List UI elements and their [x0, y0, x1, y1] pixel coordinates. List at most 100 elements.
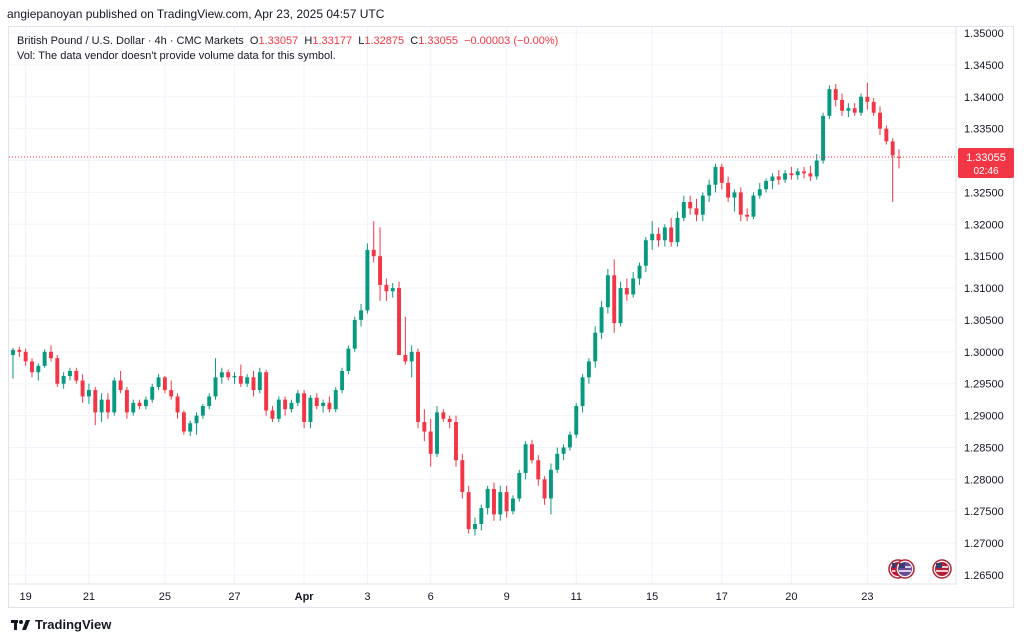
candle	[713, 163, 718, 193]
candle	[36, 363, 41, 381]
candle-body	[169, 390, 174, 397]
candle-body	[536, 460, 541, 480]
candle-body	[865, 96, 870, 102]
price-tick-label: 1.28000	[964, 474, 1004, 486]
candle	[17, 346, 22, 357]
tradingview-logo-icon	[11, 619, 30, 630]
candle	[751, 192, 756, 220]
candle-body	[878, 112, 882, 129]
candle-body	[574, 406, 579, 435]
candle	[738, 187, 743, 222]
candle	[808, 165, 813, 181]
candle-body	[783, 173, 788, 180]
candle	[675, 211, 680, 247]
candle	[390, 282, 395, 298]
time-tick-label: Apr	[295, 591, 315, 603]
flag-canton	[899, 563, 905, 568]
candle-body	[770, 176, 775, 181]
candle	[694, 198, 699, 222]
candle	[871, 98, 876, 116]
candle	[498, 485, 503, 521]
candle-body	[833, 89, 838, 100]
candle	[878, 106, 882, 136]
candle	[105, 393, 110, 419]
candle	[302, 390, 307, 429]
legend-open-value: 1.33057	[258, 35, 299, 47]
candle-body	[137, 402, 142, 407]
legend-high-label: H	[304, 35, 313, 47]
candle	[897, 149, 901, 169]
chart-frame	[8, 26, 1014, 608]
candle-body	[11, 349, 15, 356]
candle	[11, 347, 15, 379]
candle-body	[479, 508, 484, 524]
candle-body	[30, 361, 34, 373]
footer-brand[interactable]: TradingView	[11, 617, 111, 632]
candle	[789, 166, 794, 180]
candle-body	[662, 227, 667, 241]
candle-body	[207, 396, 212, 407]
candle	[346, 345, 351, 375]
price-tick-label: 1.35000	[964, 28, 1004, 40]
candle-body	[36, 365, 41, 373]
candle-body	[447, 418, 452, 422]
flag-canton	[892, 563, 898, 568]
candle	[333, 386, 338, 413]
candle	[840, 93, 845, 116]
candle-body	[454, 421, 458, 461]
candle-body	[175, 396, 180, 413]
candle	[352, 316, 357, 352]
candle-body	[99, 399, 104, 413]
published-line: angiepanoyan published on TradingView.co…	[7, 7, 385, 21]
candle	[321, 399, 326, 413]
candle	[403, 316, 408, 365]
candle	[662, 224, 667, 247]
candle	[200, 404, 205, 419]
time-tick-label: 25	[159, 591, 171, 603]
candle-body	[409, 351, 414, 362]
candle-body	[548, 469, 553, 499]
price-tick-label: 1.34500	[964, 60, 1004, 72]
candle	[112, 377, 117, 416]
candle-body	[321, 402, 326, 407]
candle-body	[605, 275, 610, 308]
candle	[466, 485, 471, 534]
candle-body	[561, 447, 566, 454]
candle	[23, 348, 28, 366]
candle	[245, 374, 250, 387]
candle-body	[302, 393, 307, 422]
price-tick-label: 1.29500	[964, 379, 1004, 391]
candle-body	[378, 256, 383, 285]
legend-line-ohlc: British Pound / U.S. Dollar · 4h · CMC M…	[17, 34, 558, 49]
legend-open-label: O	[249, 35, 259, 47]
time-tick-label: 9	[504, 591, 510, 603]
candle-body	[802, 171, 807, 174]
candle	[618, 281, 623, 327]
candle	[745, 208, 750, 222]
candle-body	[359, 310, 364, 320]
candle-body	[245, 377, 250, 384]
candle-body	[840, 99, 845, 111]
last-price-value: 1.33055	[966, 152, 1006, 164]
candle-body	[308, 397, 313, 422]
legend-close-value: 1.33055	[418, 35, 458, 47]
candle	[865, 82, 870, 110]
candle-body	[821, 115, 826, 161]
candle-body	[808, 173, 813, 177]
legend-change: −0.00003 (−0.00%)	[464, 35, 559, 47]
candle	[859, 93, 863, 116]
candle	[504, 485, 509, 518]
candle	[700, 192, 705, 222]
candle	[605, 268, 610, 314]
candle	[517, 469, 522, 502]
candle-body	[384, 284, 389, 292]
candle-body	[624, 288, 629, 295]
candle	[30, 358, 34, 378]
candle-body	[219, 372, 224, 378]
candle-body	[719, 166, 724, 183]
candle-body	[466, 492, 471, 530]
candle-body	[485, 488, 490, 509]
candle-body	[523, 444, 528, 473]
candle	[770, 173, 775, 190]
